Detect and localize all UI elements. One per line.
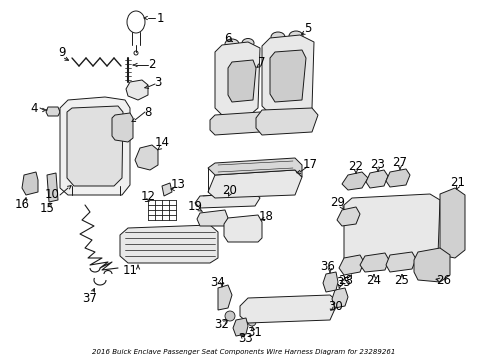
Circle shape bbox=[280, 303, 289, 313]
Polygon shape bbox=[338, 255, 363, 275]
Polygon shape bbox=[227, 60, 256, 102]
Text: 13: 13 bbox=[170, 179, 185, 192]
Text: 3: 3 bbox=[154, 76, 162, 89]
Text: 18: 18 bbox=[258, 210, 273, 222]
Text: 31: 31 bbox=[247, 325, 262, 338]
Polygon shape bbox=[120, 225, 218, 263]
Circle shape bbox=[120, 126, 123, 130]
Polygon shape bbox=[365, 170, 387, 188]
Text: 11: 11 bbox=[122, 264, 137, 276]
Polygon shape bbox=[67, 106, 123, 186]
Ellipse shape bbox=[224, 39, 239, 49]
Polygon shape bbox=[195, 193, 260, 208]
Polygon shape bbox=[262, 35, 313, 118]
Polygon shape bbox=[256, 108, 317, 135]
Polygon shape bbox=[209, 112, 264, 135]
Text: 4: 4 bbox=[30, 102, 38, 114]
Polygon shape bbox=[359, 253, 388, 272]
Text: 1: 1 bbox=[156, 12, 163, 24]
Polygon shape bbox=[232, 318, 247, 336]
Text: 30: 30 bbox=[328, 301, 343, 314]
Polygon shape bbox=[207, 170, 302, 198]
Polygon shape bbox=[341, 172, 367, 190]
Text: 21: 21 bbox=[449, 175, 465, 189]
Text: 2: 2 bbox=[148, 58, 156, 72]
Polygon shape bbox=[218, 285, 231, 310]
Polygon shape bbox=[343, 194, 439, 265]
Polygon shape bbox=[207, 158, 302, 177]
Polygon shape bbox=[224, 215, 262, 242]
Text: 16: 16 bbox=[15, 198, 29, 211]
Text: 26: 26 bbox=[436, 274, 450, 287]
Ellipse shape bbox=[242, 39, 253, 48]
Circle shape bbox=[120, 118, 123, 122]
Circle shape bbox=[263, 303, 272, 313]
Polygon shape bbox=[126, 80, 148, 100]
Polygon shape bbox=[413, 248, 449, 282]
Polygon shape bbox=[112, 113, 133, 142]
Text: 22: 22 bbox=[348, 161, 363, 174]
Text: 29: 29 bbox=[330, 197, 345, 210]
Text: 19: 19 bbox=[187, 201, 202, 213]
Polygon shape bbox=[46, 107, 60, 116]
Polygon shape bbox=[60, 97, 130, 195]
Text: 14: 14 bbox=[154, 136, 169, 149]
Text: 15: 15 bbox=[40, 202, 54, 216]
Polygon shape bbox=[439, 188, 464, 258]
Polygon shape bbox=[323, 272, 337, 292]
Text: 32: 32 bbox=[214, 319, 229, 332]
Text: 5: 5 bbox=[304, 22, 311, 35]
Text: 2016 Buick Enclave Passenger Seat Components Wire Harness Diagram for 23289261: 2016 Buick Enclave Passenger Seat Compon… bbox=[92, 349, 395, 355]
Circle shape bbox=[224, 311, 235, 321]
Polygon shape bbox=[135, 145, 158, 170]
Text: 33: 33 bbox=[238, 332, 253, 345]
Polygon shape bbox=[162, 183, 172, 196]
Ellipse shape bbox=[288, 31, 303, 41]
Text: 12: 12 bbox=[140, 190, 155, 203]
Text: 10: 10 bbox=[44, 189, 60, 202]
Circle shape bbox=[247, 318, 256, 326]
Polygon shape bbox=[336, 207, 359, 226]
Polygon shape bbox=[269, 50, 305, 102]
Text: 23: 23 bbox=[370, 158, 385, 171]
Text: 28: 28 bbox=[338, 274, 353, 287]
Circle shape bbox=[296, 303, 306, 313]
Text: 35: 35 bbox=[336, 276, 351, 289]
Text: 8: 8 bbox=[144, 105, 151, 118]
Text: 7: 7 bbox=[258, 55, 265, 68]
Text: 6: 6 bbox=[224, 31, 231, 45]
Circle shape bbox=[120, 122, 123, 126]
Text: 36: 36 bbox=[320, 261, 335, 274]
Ellipse shape bbox=[270, 32, 285, 42]
Text: 37: 37 bbox=[82, 292, 97, 305]
Text: 34: 34 bbox=[210, 275, 225, 288]
Polygon shape bbox=[47, 173, 58, 202]
Text: 27: 27 bbox=[392, 157, 407, 170]
Polygon shape bbox=[385, 169, 409, 187]
Polygon shape bbox=[240, 295, 337, 323]
Polygon shape bbox=[215, 42, 260, 118]
Text: 24: 24 bbox=[366, 274, 381, 287]
Text: 17: 17 bbox=[302, 158, 317, 171]
Polygon shape bbox=[22, 172, 38, 195]
Text: 9: 9 bbox=[58, 45, 65, 58]
Text: 20: 20 bbox=[222, 184, 237, 197]
Polygon shape bbox=[197, 210, 227, 226]
Polygon shape bbox=[331, 288, 347, 308]
Text: 25: 25 bbox=[394, 274, 408, 287]
Polygon shape bbox=[385, 252, 415, 272]
